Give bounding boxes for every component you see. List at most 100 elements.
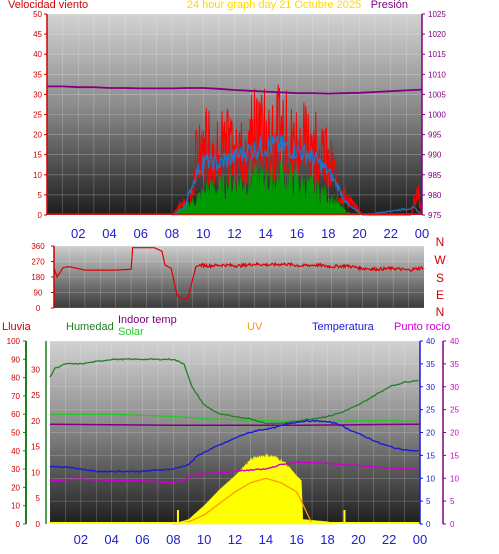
rain-tick-label: 90 (11, 355, 20, 364)
hour-tick-label: 10 (197, 532, 211, 547)
temperature-tick-label: 5 (426, 497, 431, 506)
temperature-tick-label: 25 (426, 406, 435, 415)
temperature-tick-label: 0 (426, 520, 431, 529)
dew-point-ticks: 0 5 10 15 20 25 30 35 40 (443, 337, 459, 529)
wind-speed-title: Velocidad viento (8, 0, 88, 11)
compass-label: S (436, 271, 444, 285)
wind-direction-tick-label: 270 (31, 258, 45, 267)
indoor-temp-line (49, 423, 421, 426)
dew-point-tick-label: 25 (450, 406, 459, 415)
compass-label: N (436, 305, 445, 319)
legend-rain: Lluvia (2, 321, 32, 333)
wind-direction-line (53, 247, 424, 301)
humidity-ticks: 0 5 10 15 20 25 30 (31, 365, 40, 529)
hour-tick-label: 22 (382, 532, 396, 547)
wind-direction-tick-label: 180 (31, 273, 45, 282)
rain-ticks: 0 10 20 30 40 50 60 70 80 90 100 (7, 337, 26, 529)
temperature-tick-label: 15 (426, 451, 435, 460)
humidity-tick-label: 30 (31, 365, 40, 374)
temperature-tick-label: 10 (426, 474, 435, 483)
wind-speed-area (171, 161, 360, 216)
wind-direction-ticks: 360 270 180 90 0 (31, 242, 54, 313)
rain-tick-label: 10 (11, 502, 20, 511)
solar-line (50, 413, 421, 423)
wind-speed-tick-label: 15 (33, 151, 42, 160)
dew-point-tick-label: 40 (450, 337, 459, 346)
rain-tick-label: 100 (7, 337, 21, 346)
wind-direction-tick-label: 360 (31, 242, 45, 251)
compass-label: N (436, 235, 445, 249)
wind-direction-plot-area (54, 246, 424, 308)
wind-direction-series (53, 247, 424, 301)
pressure-tick-label: 975 (428, 211, 442, 220)
rain-tick-label: 70 (11, 392, 20, 401)
panel1-hour-ticks: 02 04 06 08 10 12 14 16 18 20 22 00 (71, 226, 429, 241)
rain-tick-label: 60 (11, 410, 20, 419)
temperature-tick-label: 30 (426, 383, 435, 392)
pressure-ticks: 975 980 985 990 995 1000 1005 1010 1015 1020 1025 (422, 10, 446, 220)
humidity-tick-label: 25 (31, 391, 40, 400)
hour-tick-label: 02 (74, 532, 88, 547)
pressure-line (47, 85, 423, 95)
legend-solar: Solar (118, 326, 144, 338)
hour-tick-label: 16 (290, 226, 304, 241)
hour-tick-label: 04 (102, 226, 116, 241)
wind-direction-tick-label: 0 (36, 304, 41, 313)
wind-direction-tick-label: 90 (34, 289, 43, 298)
wind-speed-tick-label: 0 (38, 211, 43, 220)
hour-tick-label: 16 (289, 532, 303, 547)
dew-point-tick-label: 30 (450, 383, 459, 392)
hour-tick-label: 14 (259, 226, 273, 241)
pressure-tick-label: 995 (428, 131, 442, 140)
hour-tick-label: 18 (321, 226, 335, 241)
rain-tick-label: 50 (11, 429, 20, 438)
panel3-hour-ticks: 02 04 06 08 10 12 14 16 18 20 22 00 (74, 532, 428, 547)
hour-tick-label: 18 (320, 532, 334, 547)
hour-tick-label: 12 (227, 226, 241, 241)
legend-indoor-temp: Indoor temp (118, 314, 177, 326)
pressure-tick-label: 1015 (428, 50, 446, 59)
humidity-tick-label: 15 (31, 443, 40, 452)
pressure-tick-label: 980 (428, 191, 442, 200)
temperature-tick-label: 40 (426, 337, 435, 346)
hour-tick-label: 20 (351, 532, 365, 547)
temperature-tick-label: 20 (426, 429, 435, 438)
uv-line (173, 477, 313, 525)
compass-label: E (436, 288, 444, 302)
hour-tick-label: 04 (104, 532, 118, 547)
pressure-title: Presión (371, 0, 408, 11)
wind-speed-tick-label: 10 (33, 171, 42, 180)
pressure-tick-label: 990 (428, 151, 442, 160)
dew-point-tick-label: 5 (450, 497, 455, 506)
dew-point-tick-label: 35 (450, 360, 459, 369)
wind-speed-tick-label: 30 (33, 90, 42, 99)
hour-tick-label: 20 (352, 226, 366, 241)
wind-speed-ticks: 0 5 10 15 20 25 30 35 40 45 50 (33, 10, 47, 220)
wind-speed-tick-label: 40 (33, 50, 42, 59)
dew-point-tick-label: 15 (450, 451, 459, 460)
pressure-tick-label: 1000 (428, 111, 446, 120)
temperature-tick-label: 35 (426, 360, 435, 369)
rain-tick-label: 0 (16, 520, 21, 529)
hour-tick-label: 22 (384, 226, 398, 241)
hour-tick-label: 10 (196, 226, 210, 241)
pressure-tick-label: 985 (428, 171, 442, 180)
legend-dew-point: Punto rocío (394, 321, 450, 333)
legend-humidity: Humedad (66, 321, 114, 333)
humidity-tick-label: 5 (36, 494, 41, 503)
dew-point-line (49, 461, 419, 484)
humidity-line (49, 358, 419, 425)
humidity-tick-label: 20 (31, 417, 40, 426)
wind-speed-tick-label: 20 (33, 131, 42, 140)
hour-tick-label: 08 (165, 226, 179, 241)
wind-speed-tick-label: 35 (33, 70, 42, 79)
dew-point-tick-label: 0 (450, 520, 455, 529)
pressure-tick-label: 1025 (428, 10, 446, 19)
hour-tick-label: 00 (415, 226, 429, 241)
wind-speed-tick-label: 25 (33, 111, 42, 120)
rain-tick-label: 20 (11, 483, 20, 492)
hour-tick-label: 14 (259, 532, 273, 547)
hour-tick-label: 00 (413, 532, 427, 547)
legend-uv: UV (247, 321, 263, 333)
